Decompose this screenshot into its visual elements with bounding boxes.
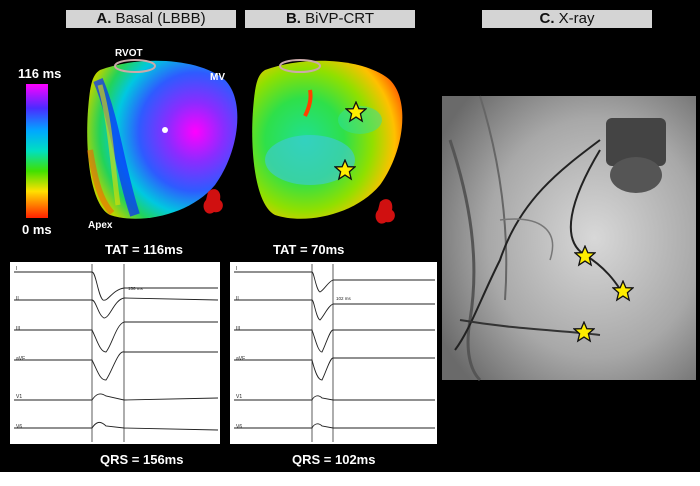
ecg-interval-basal: 156 ms [128, 286, 144, 291]
tat-crt-label: TAT = 70ms [273, 242, 345, 257]
ecg-lead-label-basal: V1 [16, 394, 22, 400]
xray-image [442, 95, 696, 382]
scale-min-label: 0 ms [22, 222, 52, 237]
rvot-label: RVOT [115, 48, 143, 59]
scale-max-label: 116 ms [18, 66, 62, 81]
ecg-lead-label-crt: II [236, 296, 239, 302]
heart-map-crt [252, 59, 403, 224]
tat-basal-label: TAT = 116ms [105, 242, 183, 257]
ecg-lead-label-crt: I [236, 266, 237, 272]
ecg-lead-label-basal: I [16, 266, 17, 272]
apex-label: Apex [88, 220, 113, 231]
ecg-lead-label-crt: V1 [236, 394, 242, 400]
ecg-interval-crt: 102 ms [336, 296, 352, 301]
mv-label: MV [210, 72, 225, 83]
ecg-lead-label-basal: aVF [16, 356, 25, 362]
panel-a-label: A. Basal (LBBB) [66, 10, 236, 28]
ecg-lead-label-crt: III [236, 326, 240, 332]
ecg-lead-label-basal: II [16, 296, 19, 302]
qrs-crt-label: QRS = 102ms [292, 452, 376, 467]
ecg-lead-label-crt: V6 [236, 424, 242, 430]
ecg-lead-label-basal: III [16, 326, 20, 332]
panel-b-label: B. BiVP-CRT [245, 10, 415, 28]
ecg-panel-crt [230, 262, 437, 444]
heart-map-basal [87, 59, 238, 219]
activation-color-scale [26, 84, 48, 218]
ecg-panel-basal [10, 262, 220, 444]
panel-c-label: C. X-ray [482, 10, 652, 28]
ecg-lead-label-crt: aVF [236, 356, 245, 362]
ecg-lead-label-basal: V6 [16, 424, 22, 430]
qrs-basal-label: QRS = 156ms [100, 452, 184, 467]
